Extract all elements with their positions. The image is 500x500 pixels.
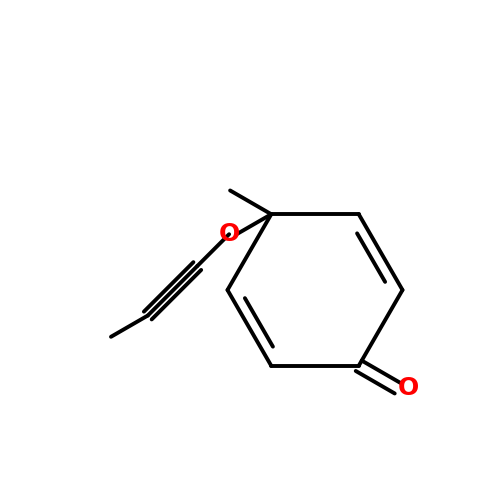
Text: O: O [218, 222, 240, 246]
Text: O: O [398, 376, 419, 400]
